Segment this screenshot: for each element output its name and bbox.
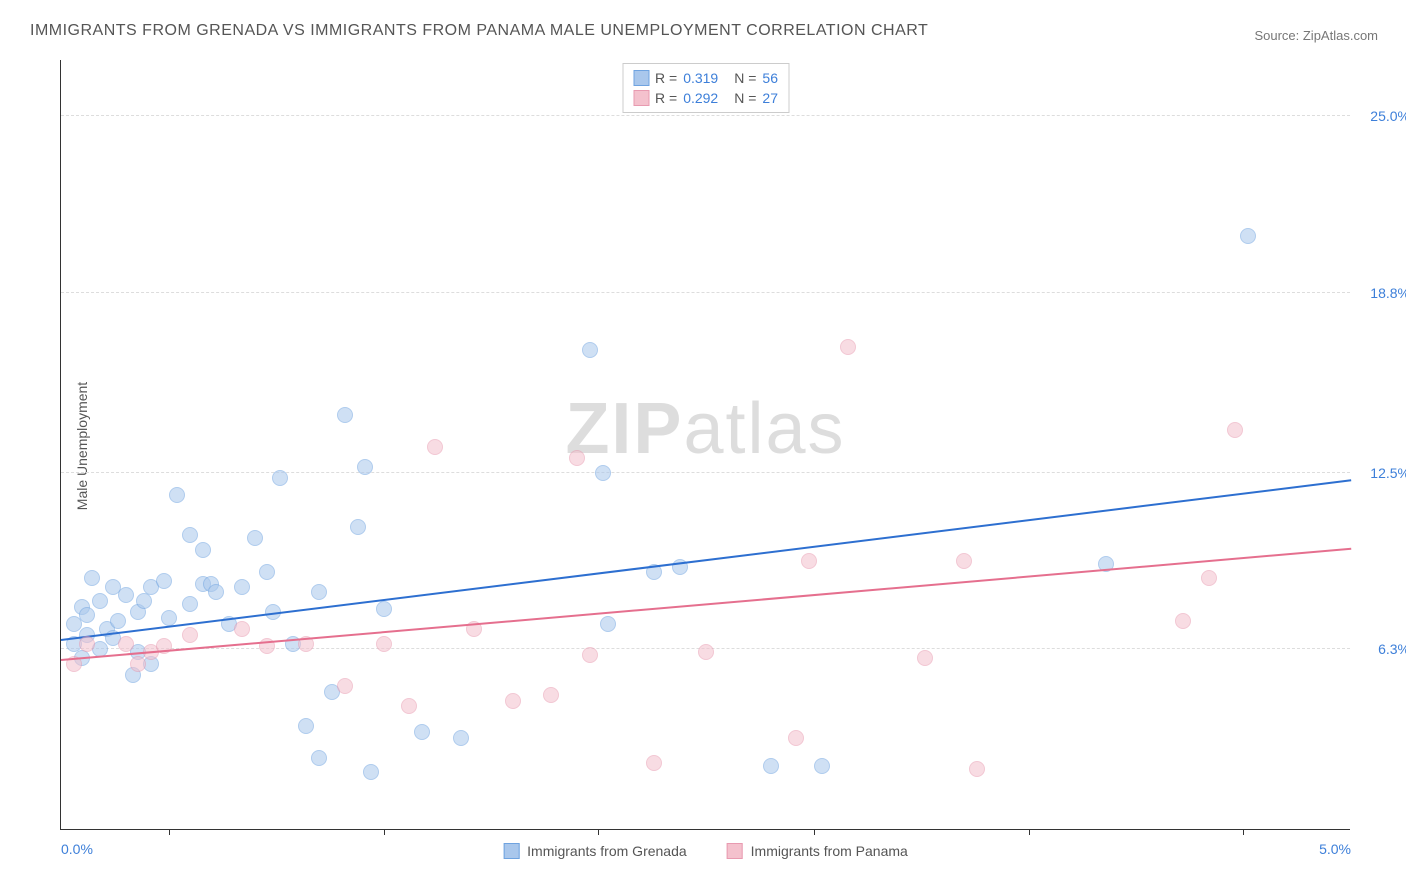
- legend-stats-row: R = 0.292 N = 27: [633, 88, 778, 108]
- scatter-point: [1227, 422, 1243, 438]
- stat-r-label: R =: [655, 90, 677, 106]
- chart-plot-area: ZIPatlas R = 0.319 N = 56 R = 0.292 N = …: [60, 60, 1350, 830]
- scatter-point: [311, 584, 327, 600]
- scatter-point: [595, 465, 611, 481]
- x-tick: [384, 829, 385, 835]
- gridline: [61, 472, 1350, 473]
- watermark-text: ZIPatlas: [565, 388, 845, 470]
- legend-swatch-icon: [633, 90, 649, 106]
- legend-stats-box: R = 0.319 N = 56 R = 0.292 N = 27: [622, 63, 789, 113]
- scatter-point: [956, 553, 972, 569]
- scatter-point: [182, 527, 198, 543]
- scatter-point: [234, 579, 250, 595]
- stat-r-value: 0.292: [683, 90, 718, 106]
- trend-line: [61, 479, 1351, 641]
- scatter-point: [363, 764, 379, 780]
- scatter-point: [182, 596, 198, 612]
- scatter-point: [161, 610, 177, 626]
- legend-series-label: Immigrants from Grenada: [527, 843, 687, 859]
- legend-stats-row: R = 0.319 N = 56: [633, 68, 778, 88]
- scatter-point: [582, 342, 598, 358]
- x-tick: [1243, 829, 1244, 835]
- scatter-point: [337, 407, 353, 423]
- scatter-point: [84, 570, 100, 586]
- scatter-point: [427, 439, 443, 455]
- legend-series-item: Immigrants from Panama: [727, 843, 908, 859]
- chart-source: Source: ZipAtlas.com: [1254, 28, 1378, 43]
- scatter-point: [182, 627, 198, 643]
- scatter-point: [543, 687, 559, 703]
- legend-swatch-icon: [727, 843, 743, 859]
- stat-n-value: 27: [762, 90, 778, 106]
- scatter-point: [92, 593, 108, 609]
- scatter-point: [118, 587, 134, 603]
- scatter-point: [569, 450, 585, 466]
- scatter-point: [788, 730, 804, 746]
- scatter-point: [311, 750, 327, 766]
- scatter-point: [110, 613, 126, 629]
- gridline: [61, 115, 1350, 116]
- scatter-point: [337, 678, 353, 694]
- scatter-point: [272, 470, 288, 486]
- gridline: [61, 292, 1350, 293]
- scatter-point: [376, 601, 392, 617]
- scatter-point: [234, 621, 250, 637]
- scatter-point: [600, 616, 616, 632]
- chart-title: IMMIGRANTS FROM GRENADA VS IMMIGRANTS FR…: [30, 22, 928, 40]
- scatter-point: [763, 758, 779, 774]
- scatter-point: [414, 724, 430, 740]
- scatter-point: [208, 584, 224, 600]
- scatter-point: [401, 698, 417, 714]
- stat-r-value: 0.319: [683, 70, 718, 86]
- legend-swatch-icon: [503, 843, 519, 859]
- stat-r-label: R =: [655, 70, 677, 86]
- scatter-point: [969, 761, 985, 777]
- scatter-point: [1175, 613, 1191, 629]
- scatter-point: [350, 519, 366, 535]
- scatter-point: [1201, 570, 1217, 586]
- scatter-point: [376, 636, 392, 652]
- x-tick: [814, 829, 815, 835]
- scatter-point: [118, 636, 134, 652]
- scatter-point: [130, 656, 146, 672]
- scatter-point: [136, 593, 152, 609]
- scatter-point: [169, 487, 185, 503]
- scatter-point: [646, 755, 662, 771]
- scatter-point: [840, 339, 856, 355]
- scatter-point: [698, 644, 714, 660]
- legend-series-box: Immigrants from Grenada Immigrants from …: [503, 843, 908, 859]
- scatter-point: [917, 650, 933, 666]
- scatter-point: [259, 564, 275, 580]
- scatter-point: [156, 573, 172, 589]
- legend-swatch-icon: [633, 70, 649, 86]
- legend-series-item: Immigrants from Grenada: [503, 843, 687, 859]
- scatter-point: [79, 636, 95, 652]
- scatter-point: [195, 542, 211, 558]
- scatter-point: [505, 693, 521, 709]
- x-tick: [1029, 829, 1030, 835]
- stat-n-label: N =: [734, 70, 756, 86]
- scatter-point: [814, 758, 830, 774]
- y-tick-label: 12.5%: [1355, 465, 1406, 481]
- scatter-point: [801, 553, 817, 569]
- y-tick-label: 25.0%: [1355, 108, 1406, 124]
- scatter-point: [1240, 228, 1256, 244]
- scatter-point: [453, 730, 469, 746]
- y-tick-label: 6.3%: [1355, 641, 1406, 657]
- stat-n-label: N =: [734, 90, 756, 106]
- scatter-point: [298, 718, 314, 734]
- scatter-point: [357, 459, 373, 475]
- scatter-point: [247, 530, 263, 546]
- stat-n-value: 56: [762, 70, 778, 86]
- scatter-point: [582, 647, 598, 663]
- scatter-point: [79, 607, 95, 623]
- x-tick: [598, 829, 599, 835]
- x-tick-label: 5.0%: [1319, 841, 1351, 857]
- y-tick-label: 18.8%: [1355, 285, 1406, 301]
- x-tick-label: 0.0%: [61, 841, 93, 857]
- x-tick: [169, 829, 170, 835]
- legend-series-label: Immigrants from Panama: [751, 843, 908, 859]
